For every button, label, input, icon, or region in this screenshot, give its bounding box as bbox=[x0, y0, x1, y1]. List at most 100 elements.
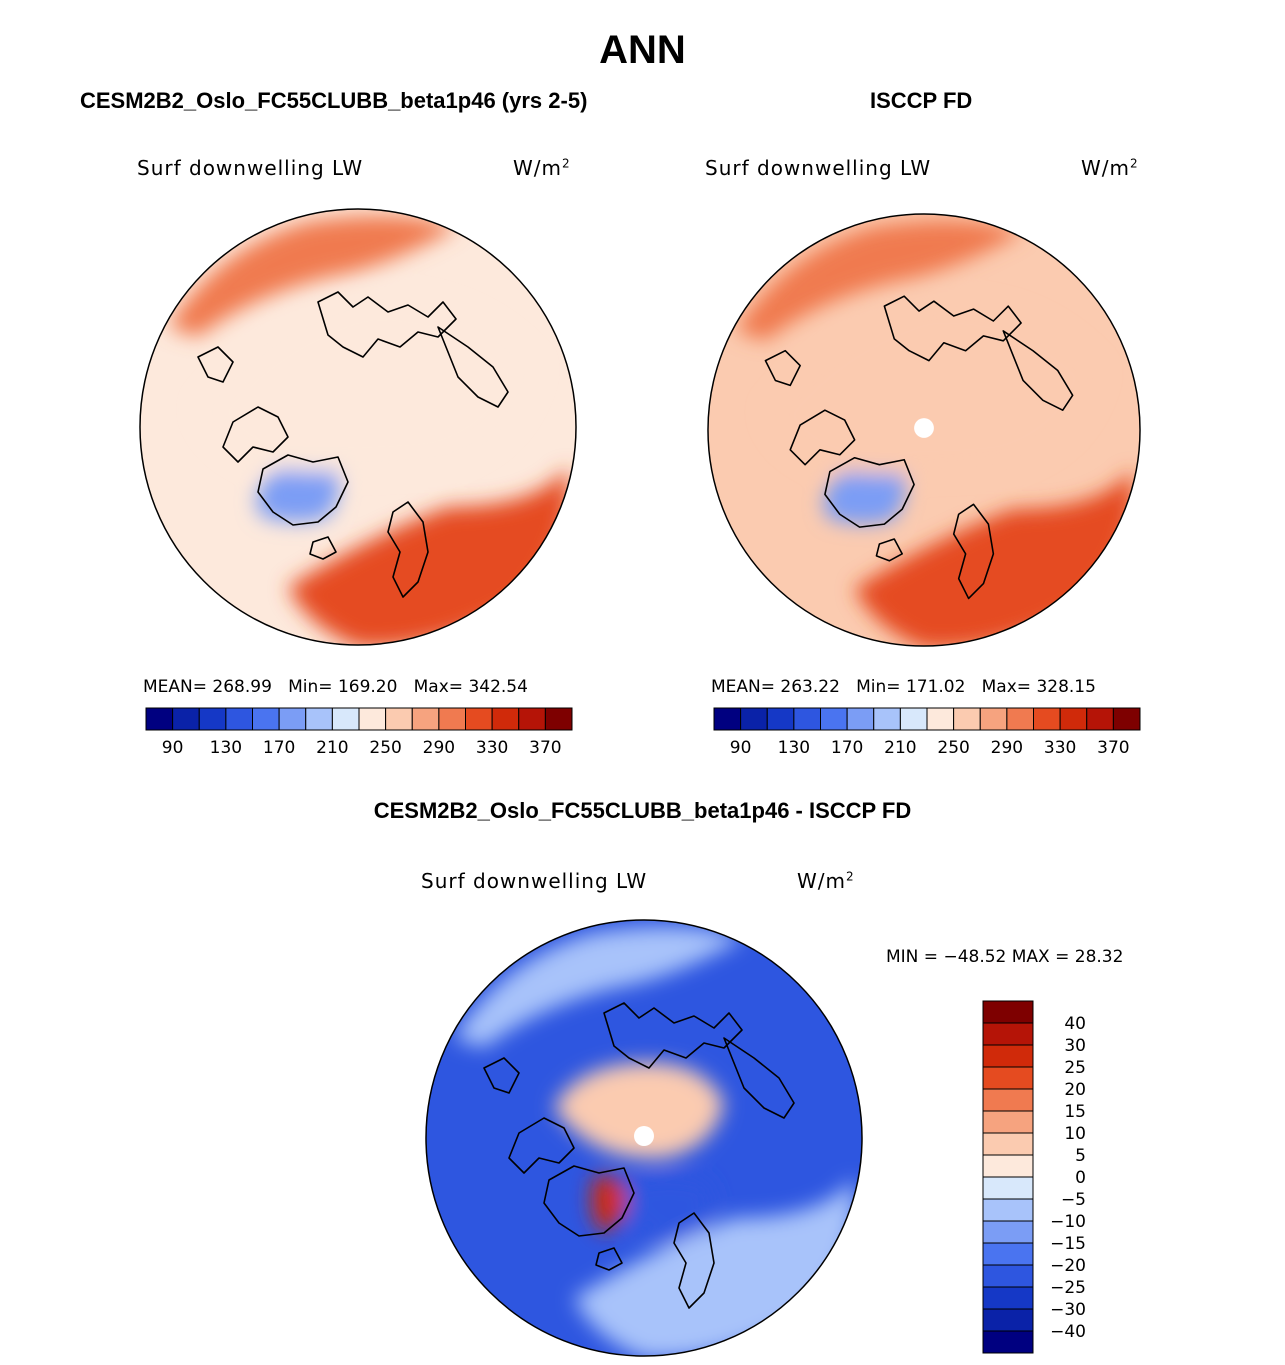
colorbar-tick-label: 370 bbox=[1097, 738, 1129, 758]
coastline bbox=[387, 501, 429, 598]
coastline bbox=[437, 326, 509, 408]
colorbar-tick-label: 20 bbox=[1064, 1080, 1086, 1100]
panel1-variable: Surf downwelling LW bbox=[137, 156, 364, 180]
colorbar-tick-label: 90 bbox=[162, 738, 184, 758]
panel3-title: CESM2B2_Oslo_FC55CLUBB_beta1p46 - ISCCP … bbox=[373, 798, 912, 823]
coastline bbox=[952, 503, 995, 600]
coastline bbox=[543, 1165, 635, 1237]
panel2-stats: MEAN= 263.22 Min= 171.02 Max= 328.15 bbox=[711, 677, 1096, 697]
color-zone-north-pacific bbox=[735, 220, 1024, 341]
colorbar-swatch bbox=[820, 707, 848, 731]
coastline bbox=[257, 454, 349, 526]
colorbar-swatch bbox=[982, 1176, 1034, 1200]
panel2-polar-map bbox=[707, 213, 1141, 647]
map-boundary bbox=[139, 208, 577, 646]
colorbar-swatch bbox=[982, 1088, 1034, 1112]
colorbar-swatch bbox=[438, 707, 466, 731]
coastline bbox=[824, 456, 915, 528]
colorbar-swatch bbox=[979, 707, 1008, 731]
colorbar-swatch bbox=[899, 707, 928, 731]
pole-missing-data bbox=[634, 1126, 654, 1146]
colorbar-swatch bbox=[873, 707, 901, 731]
colorbar-tick-label: 210 bbox=[316, 738, 348, 758]
colorbar-tick-label: 250 bbox=[937, 738, 969, 758]
coastline bbox=[595, 1247, 623, 1271]
color-zone-barents-sea bbox=[624, 1175, 714, 1248]
colorbar-tick-label: 30 bbox=[1064, 1036, 1086, 1056]
colorbar-swatch bbox=[1033, 707, 1061, 731]
color-zone-greenland bbox=[256, 456, 340, 522]
colorbar-swatch bbox=[740, 707, 768, 731]
color-zone-greenland-east-coast bbox=[591, 1175, 629, 1233]
coastline bbox=[875, 538, 903, 562]
colorbar-tick-label: 210 bbox=[884, 738, 916, 758]
coastline bbox=[603, 1002, 743, 1069]
colorbar-tick-label: 90 bbox=[730, 738, 752, 758]
colorbar-swatch bbox=[1006, 707, 1034, 731]
coastline bbox=[789, 409, 856, 466]
colorbar-tick-label: 290 bbox=[991, 738, 1023, 758]
pole-missing-data bbox=[914, 418, 934, 438]
color-zone-greenland bbox=[823, 458, 906, 525]
colorbar-swatch bbox=[982, 1110, 1034, 1134]
map-boundary bbox=[707, 213, 1141, 647]
coastline bbox=[197, 346, 234, 383]
panel1-colorbar: 90 130 170 210 250 290 330 370 bbox=[145, 707, 573, 758]
colorbar-tick-label: 330 bbox=[476, 738, 508, 758]
colorbar-swatch bbox=[982, 1022, 1034, 1046]
panel1-polar-map bbox=[139, 208, 577, 646]
panel3-polar-map bbox=[425, 919, 863, 1357]
colorbar-tick-label: 370 bbox=[529, 738, 561, 758]
colorbar-swatch bbox=[982, 1154, 1034, 1178]
colorbar-tick-label: −15 bbox=[1050, 1234, 1086, 1254]
colorbar-tick-label: 130 bbox=[210, 738, 242, 758]
colorbar-swatch bbox=[198, 707, 227, 731]
colorbar-swatch bbox=[982, 1220, 1034, 1244]
colorbar-tick-label: −25 bbox=[1050, 1278, 1086, 1298]
colorbar-swatch bbox=[982, 1286, 1034, 1310]
colorbar-tick-label: 250 bbox=[369, 738, 401, 758]
panel3-variable: Surf downwelling LW bbox=[421, 869, 648, 893]
color-zone-central-arctic-ocean bbox=[554, 1062, 724, 1159]
colorbar-tick-label: 15 bbox=[1064, 1102, 1086, 1122]
colorbar-tick-label: −5 bbox=[1061, 1190, 1086, 1210]
colorbar-swatch bbox=[982, 1198, 1034, 1222]
colorbar-swatch bbox=[982, 1264, 1034, 1288]
colorbar-swatch bbox=[846, 707, 875, 731]
colorbar-tick-label: −20 bbox=[1050, 1256, 1086, 1276]
panel1-title: CESM2B2_Oslo_FC55CLUBB_beta1p46 (yrs 2-5… bbox=[80, 88, 588, 113]
map-boundary bbox=[425, 919, 863, 1357]
colorbar-tick-label: 170 bbox=[831, 738, 863, 758]
colorbar-swatch bbox=[385, 707, 413, 731]
panel2-variable: Surf downwelling LW bbox=[705, 156, 932, 180]
coastline bbox=[309, 536, 337, 560]
panel2-units: W/m2 bbox=[1081, 156, 1139, 180]
colorbar-swatch bbox=[305, 707, 333, 731]
color-zone-north-pacific bbox=[454, 926, 744, 1048]
colorbar-tick-label: 40 bbox=[1064, 1014, 1086, 1034]
colorbar-swatch bbox=[331, 707, 360, 731]
colorbar-tick-label: −40 bbox=[1050, 1322, 1086, 1342]
colorbar-swatch bbox=[411, 707, 440, 731]
colorbar-tick-label: 130 bbox=[778, 738, 810, 758]
colorbar-swatch bbox=[793, 707, 821, 731]
coastline bbox=[483, 1057, 520, 1094]
colorbar-swatch bbox=[278, 707, 307, 731]
coastline bbox=[764, 349, 801, 387]
panel1-units: W/m2 bbox=[513, 156, 571, 180]
colorbar-swatch bbox=[491, 707, 520, 731]
colorbar-swatch bbox=[982, 1044, 1034, 1068]
colorbar-tick-label: 10 bbox=[1064, 1124, 1086, 1144]
colorbar-tick-label: −10 bbox=[1050, 1212, 1086, 1232]
coastline bbox=[317, 291, 457, 358]
colorbar-swatch bbox=[926, 707, 955, 731]
colorbar-swatch bbox=[982, 1330, 1034, 1354]
colorbar-tick-label: 330 bbox=[1044, 738, 1076, 758]
colorbar-swatch bbox=[1059, 707, 1088, 731]
panel2-title: ISCCP FD bbox=[870, 88, 973, 113]
panel3-min-max: MIN = −48.52 MAX = 28.32 bbox=[886, 947, 1124, 967]
panel3-units: W/m2 bbox=[797, 869, 855, 893]
panel1-stats: MEAN= 268.99 Min= 169.20 Max= 342.54 bbox=[143, 677, 528, 697]
colorbar-swatch bbox=[953, 707, 981, 731]
